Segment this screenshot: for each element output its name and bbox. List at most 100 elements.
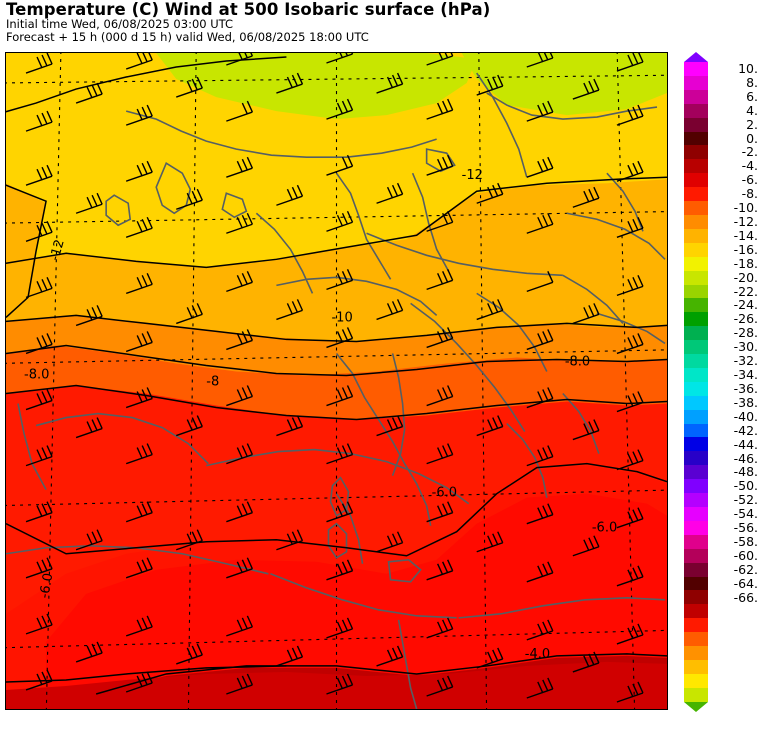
colorbar-cell [684, 423, 708, 438]
map-render: -12 -12 -10 -8.0 -8 -8.0 -6.0 -6.0 -6.0 … [6, 53, 667, 709]
colorbar-cell [684, 479, 708, 494]
colorbar-cell [684, 201, 708, 215]
colorbar-under-arrow [684, 702, 708, 712]
colorbar-cell [684, 381, 708, 396]
colorbar-cell [684, 507, 708, 521]
colorbar-cell [684, 590, 708, 605]
colorbar-tick-label: -48. [733, 464, 758, 480]
colorbar-cell [684, 367, 708, 382]
colorbar-tick-label: -62. [733, 561, 758, 577]
svg-text:-4.0: -4.0 [525, 647, 550, 662]
colorbar-tick-label: -10. [733, 200, 758, 216]
colorbar-cell [684, 437, 708, 452]
colorbar-labels: 10. 8. 6. 4. 2. 0. -2. -4. -6. -8. -10. -12. -14. -16… [712, 52, 758, 712]
colorbar-cell [684, 562, 708, 577]
colorbar-tick-label: -46. [733, 450, 758, 466]
colorbar-tick-label: -54. [733, 506, 758, 522]
colorbar-cell [684, 312, 708, 327]
colorbar-tick-label: -40. [733, 408, 758, 424]
colorbar-cell [684, 520, 708, 535]
colorbar-cell [684, 493, 708, 507]
colorbar-tick-label: -32. [733, 353, 758, 369]
map-canvas: -12 -12 -10 -8.0 -8 -8.0 -6.0 -6.0 -6.0 … [6, 53, 667, 709]
colorbar-cell [684, 632, 708, 647]
colorbar-cell [684, 646, 708, 660]
colorbar-cell [684, 228, 708, 243]
colorbar-cell [684, 465, 708, 480]
colorbar-tick-label: -16. [733, 241, 758, 257]
colorbar-tick-label: -64. [733, 575, 758, 591]
colorbar [684, 52, 708, 712]
page-title: Temperature (C) Wind at 500 Isobaric sur… [6, 0, 491, 19]
colorbar-tick-label: -60. [733, 547, 758, 563]
temperature-contours [6, 56, 667, 695]
weather-map[interactable]: -12 -12 -10 -8.0 -8 -8.0 -6.0 -6.0 -6.0 … [5, 52, 668, 710]
colorbar-cell [684, 659, 708, 674]
colorbar-cell [684, 284, 708, 299]
forecast-valid-label: Forecast + 15 h (000 d 15 h) valid Wed, … [6, 30, 369, 44]
colorbar-cell [684, 576, 708, 591]
colorbar-cell [684, 117, 708, 132]
colorbar-cell [684, 340, 708, 355]
colorbar-tick-label: -30. [733, 339, 758, 355]
colorbar-tick-label: -14. [733, 227, 758, 243]
colorbar-cell [684, 214, 708, 229]
svg-text:-8.0: -8.0 [24, 367, 49, 382]
colorbar-cell [684, 409, 708, 424]
colorbar-tick-label: -44. [733, 436, 758, 452]
colorbar-cell [684, 242, 708, 257]
temperature-field [6, 53, 667, 709]
initial-time-label: Initial time Wed, 06/08/2025 03:00 UTC [6, 17, 234, 31]
colorbar-tick-label: 2. [746, 116, 758, 132]
colorbar-tick-label: -52. [733, 492, 758, 508]
colorbar-tick-label: -50. [733, 478, 758, 494]
svg-text:-8: -8 [206, 375, 219, 390]
colorbar-cell [684, 354, 708, 368]
svg-text:-8.0: -8.0 [565, 354, 590, 369]
colorbar-tick-label: -36. [733, 380, 758, 396]
colorbar-tick-label: -6. [741, 172, 758, 188]
colorbar-tick-label: -12. [733, 214, 758, 229]
svg-text:-6.0: -6.0 [432, 486, 457, 501]
colorbar-tick-label: 6. [746, 88, 758, 104]
colorbar-tick-label: -4. [741, 158, 758, 174]
colorbar-tick-label: 4. [746, 102, 758, 118]
svg-text:-6.0: -6.0 [592, 521, 617, 536]
colorbar-strip [684, 62, 708, 702]
colorbar-cell [684, 62, 708, 76]
colorbar-tick-label: -18. [733, 255, 758, 271]
colorbar-cell [684, 618, 708, 633]
colorbar-tick-label: 10. [738, 60, 758, 76]
colorbar-tick-label: -26. [733, 311, 758, 327]
colorbar-tick-label: -38. [733, 394, 758, 410]
svg-text:-12: -12 [48, 238, 68, 263]
colorbar-tick-label: 8. [746, 74, 758, 90]
colorbar-cell [684, 687, 708, 702]
colorbar-cell [684, 395, 708, 410]
colorbar-cell [684, 256, 708, 271]
colorbar-tick-label: -42. [733, 422, 758, 438]
colorbar-tick-label: -2. [741, 144, 758, 160]
colorbar-cell [684, 298, 708, 313]
svg-text:-10: -10 [331, 310, 352, 325]
colorbar-cell [684, 548, 708, 563]
svg-text:-12: -12 [462, 168, 483, 183]
colorbar-cell [684, 604, 708, 619]
contour-labels: -12 -12 -10 -8.0 -8 -8.0 -6.0 -6.0 -6.0 … [24, 168, 617, 662]
colorbar-cell [684, 326, 708, 341]
colorbar-tick-label: -28. [733, 325, 758, 341]
colorbar-cell [684, 187, 708, 202]
colorbar-tick-label: -8. [741, 186, 758, 202]
colorbar-tick-label: -56. [733, 520, 758, 536]
colorbar-cell [684, 451, 708, 466]
colorbar-tick-label: -58. [733, 534, 758, 549]
colorbar-tick-label: -20. [733, 269, 758, 285]
colorbar-cell [684, 173, 708, 188]
colorbar-cell [684, 103, 708, 118]
svg-text:-6.0: -6.0 [37, 572, 56, 600]
colorbar-tick-label: -34. [733, 367, 758, 383]
colorbar-tick-label: -22. [733, 283, 758, 299]
colorbar-over-arrow [684, 52, 708, 62]
colorbar-cell [684, 75, 708, 90]
colorbar-cell [684, 159, 708, 174]
